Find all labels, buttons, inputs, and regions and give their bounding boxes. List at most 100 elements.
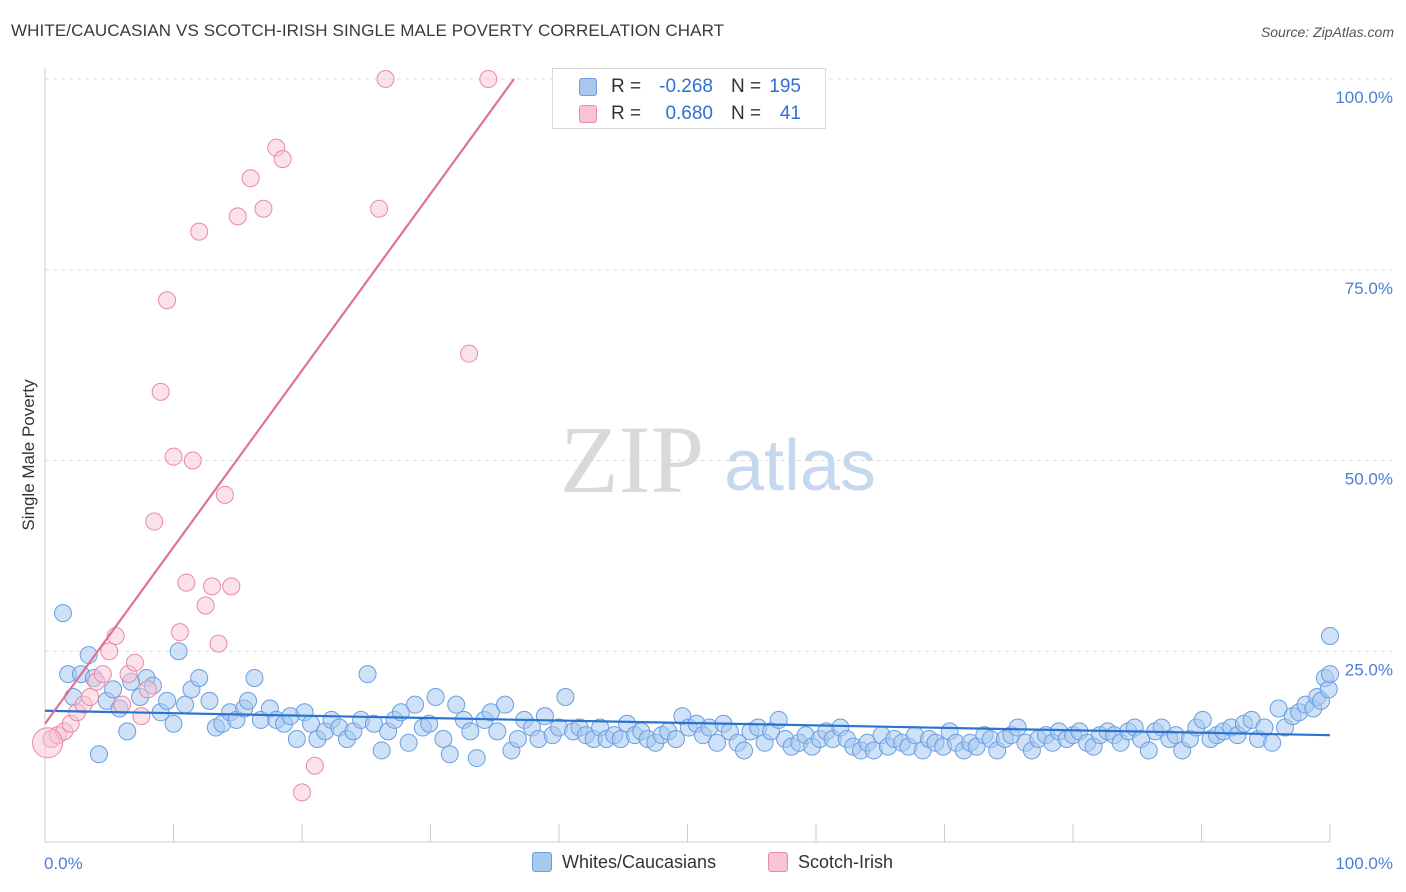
data-point-whites	[461, 722, 480, 741]
y-axis-label: Single Male Poverty	[19, 379, 38, 531]
trend-line-whites	[44, 709, 1331, 737]
data-point-scotch-irish	[125, 653, 144, 672]
legend-n-value: 41	[779, 103, 801, 124]
data-point-whites	[447, 695, 466, 714]
data-point-scotch-irish	[203, 577, 222, 596]
watermark-zip: ZIP	[560, 406, 704, 513]
data-point-scotch-irish	[113, 695, 132, 714]
data-point-whites	[440, 745, 459, 764]
data-point-whites	[364, 714, 383, 733]
data-point-whites	[556, 688, 575, 707]
legend-n-value: 195	[769, 76, 801, 97]
data-point-whites	[190, 668, 209, 687]
data-point-whites	[1269, 699, 1288, 718]
data-point-whites	[372, 741, 391, 760]
data-point-scotch-irish	[293, 783, 311, 802]
data-point-whites	[406, 695, 425, 714]
data-point-scotch-irish	[80, 688, 99, 707]
source-label: Source: ZipAtlas.com	[1260, 24, 1394, 40]
data-point-scotch-irish	[222, 577, 241, 596]
chart-title: WHITE/CAUCASIAN VS SCOTCH-IRISH SINGLE M…	[11, 21, 725, 40]
legend-r-label: R =	[611, 103, 642, 124]
data-point-whites	[434, 729, 453, 748]
legend-r-value: -0.268	[659, 76, 713, 97]
data-point-whites	[481, 703, 500, 722]
data-point-whites	[467, 749, 486, 768]
data-point-scotch-irish	[273, 150, 292, 169]
legend-r-value: 0.680	[665, 103, 713, 124]
data-point-scotch-irish	[164, 447, 183, 466]
axes	[44, 68, 1331, 843]
data-point-scotch-irish	[254, 199, 273, 218]
data-point-whites	[287, 729, 306, 748]
data-point-whites	[158, 691, 177, 710]
data-point-scotch-irish	[177, 573, 196, 592]
data-point-whites	[169, 642, 188, 661]
grid	[45, 78, 1392, 652]
data-point-scotch-irish	[305, 756, 324, 775]
bottom-legend-swatch-whites	[532, 852, 552, 872]
series-whites-points	[53, 604, 1339, 768]
data-point-scotch-irish	[170, 623, 189, 642]
legend-n-label: N =	[731, 103, 762, 124]
data-point-whites	[1319, 680, 1338, 699]
data-point-scotch-irish	[151, 382, 170, 401]
data-point-whites	[735, 741, 754, 760]
bottom-legend-whites: Whites/Caucasians	[532, 852, 716, 873]
data-point-scotch-irish	[196, 596, 215, 615]
data-point-scotch-irish	[370, 199, 389, 218]
legend-n-label: N =	[731, 76, 762, 97]
data-point-scotch-irish	[460, 344, 479, 363]
data-point-whites	[358, 665, 377, 684]
legend-row-scotch-irish: R = 0.680 N = 41	[553, 103, 825, 129]
data-point-whites	[535, 707, 554, 726]
y-tick-label: 75.0%	[1345, 279, 1393, 298]
series-scotch-irish-points	[32, 70, 498, 802]
legend-swatch-scotch-irish	[579, 105, 597, 123]
watermark: ZIP atlas	[560, 406, 876, 513]
bottom-legend-scotch-irish: Scotch-Irish	[768, 852, 893, 873]
data-point-whites	[399, 733, 418, 752]
data-point-whites	[118, 722, 137, 741]
data-point-scotch-irish	[183, 451, 202, 470]
data-point-scotch-irish	[93, 665, 112, 684]
legend-r-label: R =	[611, 76, 642, 97]
bottom-legend-label-whites: Whites/Caucasians	[562, 852, 717, 872]
data-point-whites	[488, 722, 507, 741]
data-point-whites	[1263, 733, 1282, 752]
watermark-atlas: atlas	[724, 426, 876, 506]
data-point-whites	[245, 668, 264, 687]
data-point-scotch-irish	[100, 642, 119, 661]
data-point-whites	[1139, 741, 1158, 760]
x-tick-label-max: 100.0%	[1335, 854, 1393, 873]
data-point-whites	[104, 680, 123, 699]
data-point-whites	[508, 729, 527, 748]
bottom-legend-label-scotch-irish: Scotch-Irish	[798, 852, 894, 872]
data-point-whites	[420, 714, 439, 733]
data-point-whites	[1321, 626, 1339, 645]
data-point-scotch-irish	[215, 485, 234, 504]
data-point-scotch-irish	[158, 291, 177, 310]
data-point-scotch-irish	[241, 169, 260, 188]
legend-swatch-whites	[579, 78, 597, 96]
data-point-scotch-irish	[209, 634, 228, 653]
data-point-whites	[496, 695, 515, 714]
data-point-whites	[1255, 718, 1274, 737]
data-point-whites	[239, 691, 258, 710]
data-point-whites	[1008, 718, 1027, 737]
y-tick-label: 50.0%	[1345, 470, 1393, 489]
data-point-whites	[708, 733, 727, 752]
data-point-scotch-irish	[479, 70, 498, 88]
x-tick-label-min: 0.0%	[44, 854, 83, 873]
data-point-whites	[89, 745, 108, 764]
y-tick-label: 100.0%	[1335, 88, 1393, 107]
data-point-scotch-irish	[132, 707, 151, 726]
data-point-whites	[1321, 665, 1339, 684]
data-point-whites	[164, 714, 183, 733]
data-point-whites	[666, 729, 685, 748]
tick-labels: 25.0% 50.0% 75.0% 100.0% 0.0% 100.0%	[44, 88, 1393, 873]
y-tick-label: 25.0%	[1345, 660, 1393, 679]
data-point-scotch-irish	[145, 512, 164, 531]
data-point-whites	[53, 604, 72, 623]
